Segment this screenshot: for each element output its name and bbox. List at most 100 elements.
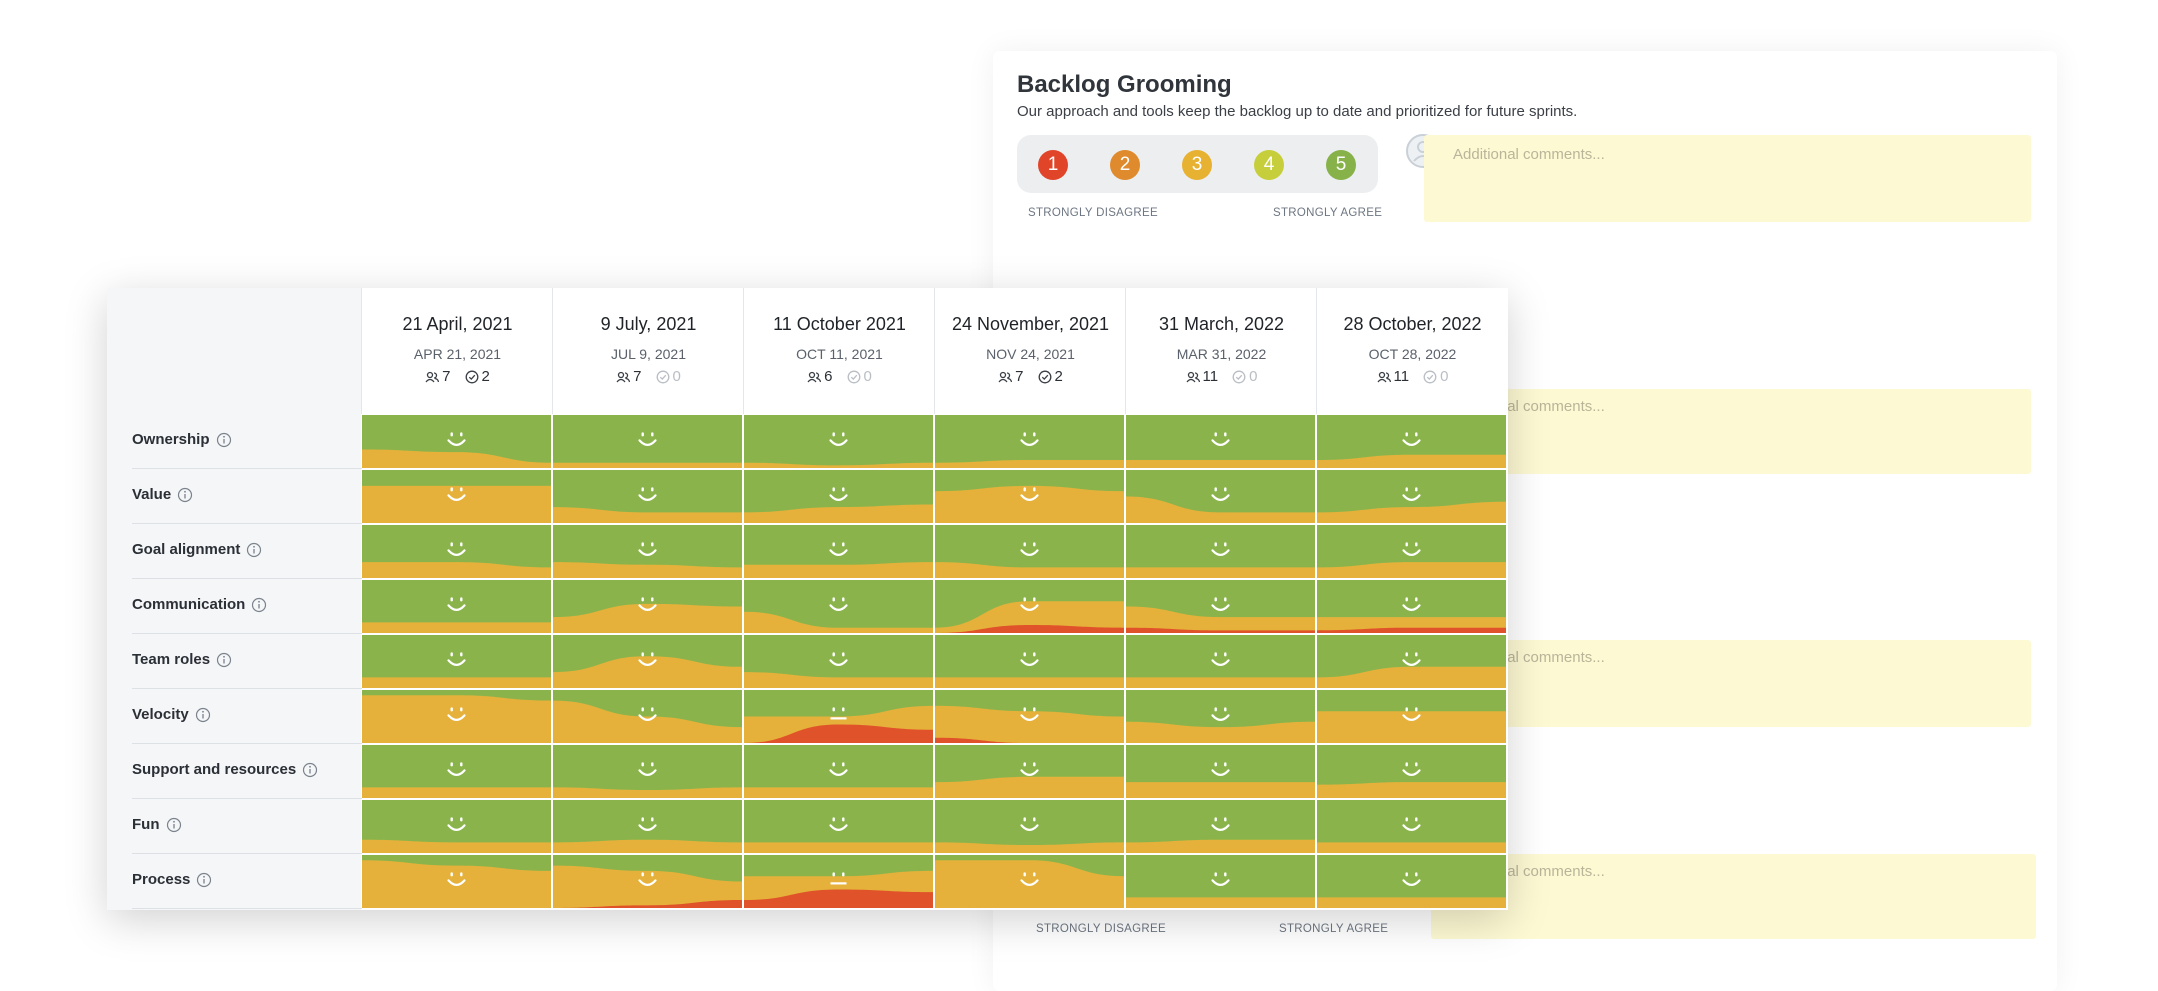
column-counts: 11 0 — [1317, 368, 1508, 385]
card-description: Our approach and tools keep the backlog … — [1017, 103, 1578, 120]
actions: 0 — [656, 368, 681, 385]
cell — [553, 690, 742, 743]
mouth — [1211, 659, 1230, 666]
comment-placeholder: Additional comments... — [1453, 146, 1605, 163]
cell-band — [362, 449, 551, 468]
row-divider — [132, 468, 362, 469]
eye — [842, 762, 845, 767]
cell — [744, 635, 933, 688]
actions-icon — [656, 370, 669, 383]
info-ring — [247, 542, 262, 557]
comment-box[interactable] — [1424, 640, 2031, 727]
info-icon — [197, 872, 212, 887]
cell-band — [744, 611, 933, 633]
mouth — [1402, 659, 1421, 666]
comment-box[interactable] — [1424, 135, 2031, 222]
comment-box[interactable] — [1424, 389, 2031, 474]
row-label: Value — [132, 486, 193, 503]
row-divider — [132, 853, 362, 854]
cell-band — [744, 504, 933, 523]
mouth — [638, 494, 657, 501]
cell — [1126, 635, 1315, 688]
cell-band — [744, 787, 933, 798]
eye — [1224, 762, 1227, 767]
cell-band — [1317, 897, 1506, 908]
participants-count: 7 — [633, 368, 642, 385]
rating-option[interactable]: 4 — [1254, 150, 1284, 180]
eye — [460, 817, 463, 822]
eye — [651, 872, 654, 877]
mouth — [1402, 769, 1421, 776]
cell-band — [744, 672, 933, 688]
cell-band — [553, 603, 742, 633]
rating-option[interactable]: 5 — [1326, 150, 1356, 180]
actions-icon — [465, 370, 478, 383]
cell — [1126, 745, 1315, 798]
head — [427, 371, 434, 378]
body2 — [1194, 371, 1200, 382]
cell-band — [1126, 606, 1315, 633]
mouth — [829, 769, 848, 776]
eye — [460, 762, 463, 767]
info-dot — [223, 655, 225, 658]
rating-option[interactable]: 3 — [1182, 150, 1212, 180]
mouth — [1402, 549, 1421, 556]
info-ring — [303, 762, 318, 777]
cell — [362, 415, 551, 468]
cell — [553, 415, 742, 468]
mouth — [829, 659, 848, 666]
info-icon — [166, 817, 181, 832]
column-short-date: JUL 9, 2021 — [611, 346, 686, 362]
rating-option[interactable]: 1 — [1038, 150, 1068, 180]
actions-count: 0 — [1440, 368, 1449, 385]
cell-band — [935, 485, 1124, 523]
ring — [656, 370, 669, 383]
eye — [460, 872, 463, 877]
mouth — [1211, 494, 1230, 501]
eye — [641, 487, 644, 492]
column-short-date: OCT 11, 2021 — [796, 346, 883, 362]
mouth — [829, 494, 848, 501]
column-divider — [1125, 288, 1126, 414]
mouth — [1020, 714, 1039, 721]
info-ring — [252, 597, 267, 612]
ring — [465, 370, 478, 383]
eye — [450, 597, 453, 602]
mouth — [447, 879, 466, 886]
mouth — [1020, 494, 1039, 501]
info-icon — [247, 542, 262, 557]
eye — [1214, 817, 1217, 822]
tick — [468, 374, 475, 380]
tick — [1235, 374, 1243, 380]
body2 — [1385, 371, 1391, 382]
eye — [1214, 762, 1217, 767]
cell-band — [553, 507, 742, 523]
cell-band — [553, 900, 742, 908]
eye — [1023, 707, 1026, 712]
eye — [1224, 542, 1227, 547]
comment-box[interactable] — [1431, 854, 2036, 939]
body — [807, 378, 817, 382]
info-dot — [201, 710, 204, 713]
row-label-text: Process — [132, 871, 191, 888]
actions-icon — [1038, 370, 1051, 383]
cell-band — [935, 601, 1124, 633]
eye — [1405, 597, 1408, 602]
cell — [1317, 580, 1506, 633]
cell — [1317, 855, 1506, 908]
rating-option[interactable]: 2 — [1110, 150, 1140, 180]
eye — [450, 432, 453, 437]
cell — [362, 690, 551, 743]
participants: 7 — [616, 368, 642, 385]
actions-count: 0 — [1249, 368, 1258, 385]
cell — [935, 470, 1124, 523]
cell-band — [553, 787, 742, 798]
participants-count: 7 — [442, 368, 451, 385]
eye — [460, 707, 463, 712]
ring — [847, 370, 860, 383]
eye — [450, 707, 453, 712]
cell — [553, 635, 742, 688]
cell — [935, 635, 1124, 688]
